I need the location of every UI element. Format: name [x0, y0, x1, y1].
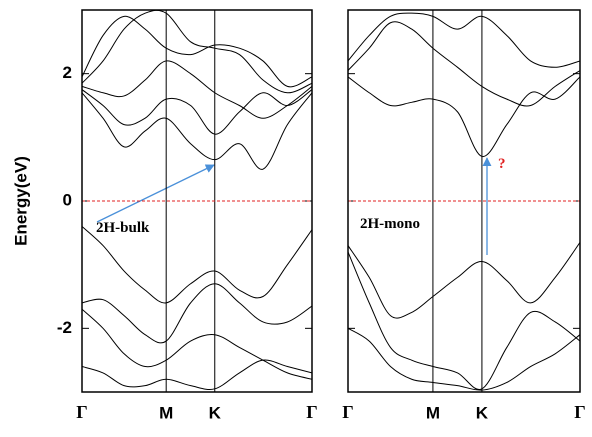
- annotation: 2H-bulk: [96, 220, 150, 236]
- y-tick-label: -2: [57, 318, 72, 337]
- y-tick-label: 2: [63, 63, 72, 82]
- x-tick-label: Γ: [574, 402, 585, 422]
- band: [82, 283, 312, 344]
- x-tick-label: K: [476, 403, 489, 422]
- panel-frame: [347, 9, 581, 393]
- x-tick-label: Γ: [342, 402, 353, 422]
- x-tick-label: Γ: [76, 402, 87, 422]
- band: [82, 10, 312, 94]
- band: [82, 359, 312, 390]
- band: [82, 308, 312, 380]
- band: [348, 76, 580, 157]
- arrow: [96, 164, 215, 223]
- band: [348, 251, 580, 390]
- y-tick-label: 0: [63, 190, 72, 209]
- annotation-mark: ?: [498, 156, 506, 172]
- annotation: 2H-mono: [360, 216, 420, 232]
- band: [82, 226, 312, 304]
- band: [82, 60, 312, 119]
- band: [82, 89, 312, 135]
- x-tick-label: K: [209, 403, 222, 422]
- band: [348, 242, 580, 319]
- x-tick-label: Γ: [306, 402, 317, 422]
- panel-frame: [81, 9, 313, 393]
- band: [82, 15, 312, 88]
- band: [348, 12, 580, 68]
- y-axis-label: Energy(eV): [11, 156, 30, 246]
- band: [82, 92, 312, 170]
- x-tick-label: M: [159, 403, 173, 422]
- band: [348, 21, 580, 107]
- x-tick-label: M: [426, 403, 440, 422]
- band: [348, 327, 580, 391]
